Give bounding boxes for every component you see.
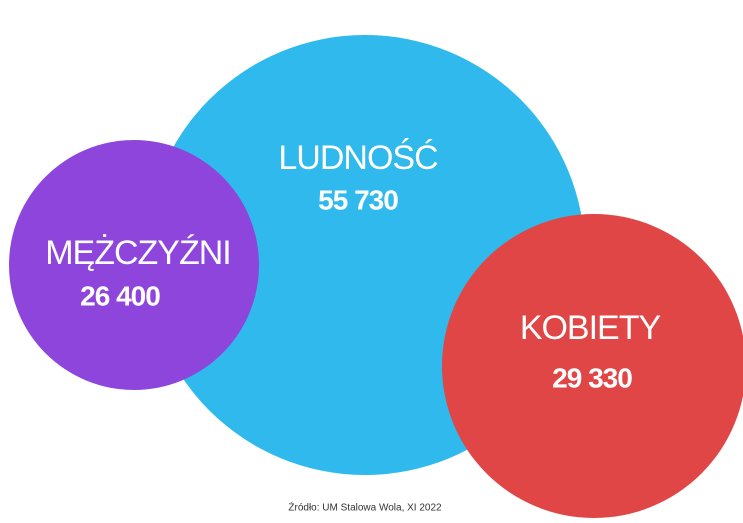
node-value: 29 330 — [552, 362, 632, 393]
node-label: MĘŻCZYŹNI — [45, 234, 231, 272]
women-circle — [442, 214, 743, 518]
node-label: LUDNOŚĆ — [278, 138, 438, 177]
node-value: 26 400 — [80, 280, 160, 311]
men-circle — [9, 140, 259, 390]
source-note: Źródło: UM Stalowa Wola, XI 2022 — [288, 501, 442, 514]
node-value: 55 730 — [318, 184, 398, 215]
node-label: KOBIETY — [520, 309, 661, 347]
